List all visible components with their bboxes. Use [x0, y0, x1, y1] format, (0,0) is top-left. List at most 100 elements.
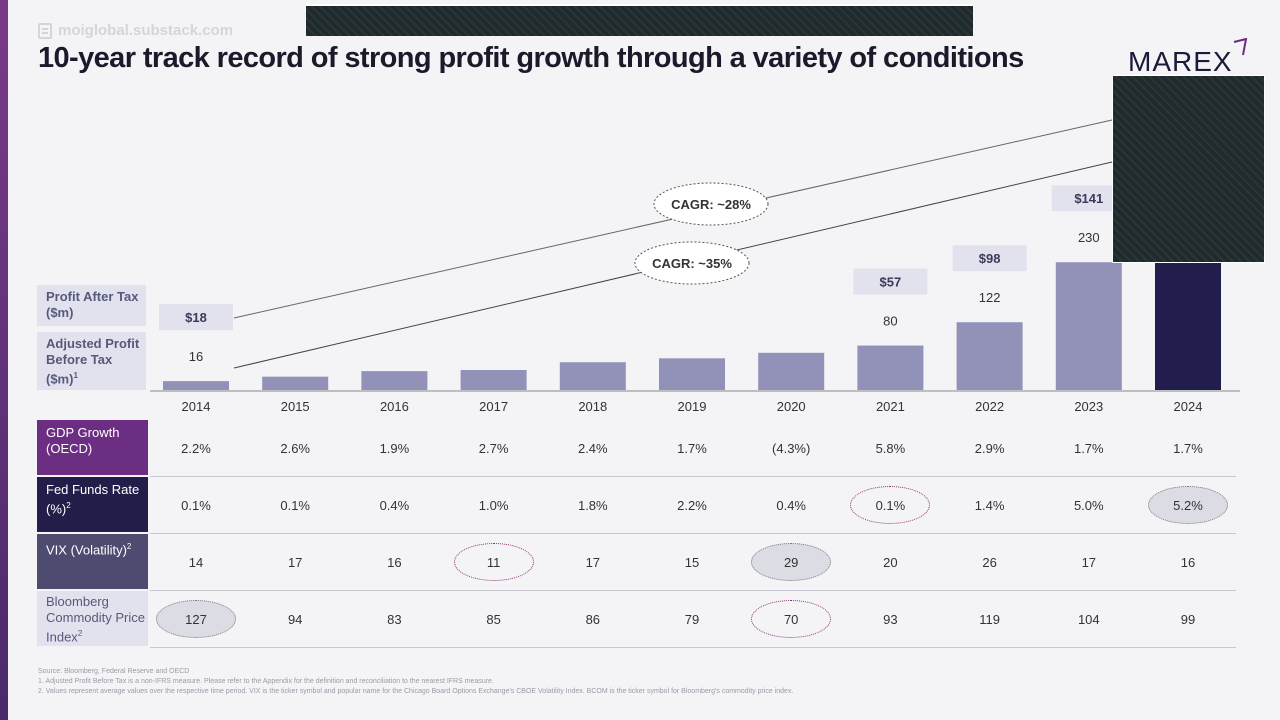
- redaction-right: [1112, 75, 1265, 263]
- pat-box-2022: [952, 245, 1027, 272]
- bar-2017: [460, 370, 527, 390]
- cell-gdp-growth-2017: 2.7%: [478, 441, 509, 456]
- footnote-1: Source: Bloomberg, Federal Reserve and O…: [38, 668, 190, 675]
- substack-icon: [38, 22, 52, 39]
- cagr-text: CAGR: ~35%: [652, 256, 732, 271]
- cell-gdp-growth-2020: (4.3%): [772, 441, 811, 456]
- highlight-ellipse: [751, 543, 832, 581]
- cell-fed-funds-rate-2019: 2.2%: [677, 498, 707, 513]
- cell-bloomberg-commodity-index-2014: 127: [185, 612, 207, 627]
- cell-vix-2024: 16: [1180, 555, 1196, 570]
- row-label-text: GDP Growth (OECD): [46, 425, 120, 456]
- cell-vix-2021: 20: [883, 555, 898, 570]
- cell-gdp-growth-2019: 1.7%: [677, 441, 707, 456]
- x-tick-2023: 2023: [1074, 399, 1103, 414]
- cell-bloomberg-commodity-index-2016: 83: [387, 612, 402, 627]
- apbt-label-2022: 122: [979, 290, 1001, 305]
- row-separator: [150, 647, 1236, 648]
- row-label-gdp-growth: GDP Growth (OECD): [37, 420, 148, 475]
- cell-gdp-growth-2014: 2.2%: [181, 441, 211, 456]
- cell-fed-funds-rate-2024: 5.2%: [1173, 498, 1203, 513]
- x-tick-2017: 2017: [479, 399, 508, 414]
- highlight-ellipse: [453, 543, 534, 581]
- cell-fed-funds-rate-2016: 0.4%: [379, 498, 410, 513]
- cell-fed-funds-rate-2020: 0.4%: [776, 498, 806, 513]
- row-separator: [150, 476, 1236, 477]
- row-label-vix: VIX (Volatility)2: [37, 534, 148, 589]
- cell-vix-2022: 26: [982, 555, 997, 570]
- bar-2019: [659, 358, 725, 390]
- pat-label-2014: $18: [185, 310, 207, 325]
- row-separator: [150, 590, 1236, 591]
- footnote-ref: 2: [77, 629, 83, 638]
- cell-bloomberg-commodity-index-2018: 86: [585, 612, 601, 627]
- cell-gdp-growth-2022: 2.9%: [974, 441, 1005, 456]
- cell-bloomberg-commodity-index-2015: 94: [287, 612, 303, 627]
- pat-label-2021: $57: [880, 275, 902, 290]
- bar-2014: [163, 381, 229, 390]
- cell-bloomberg-commodity-index-2023: 104: [1077, 612, 1100, 627]
- row-label-text: Bloomberg Commodity Price Index: [46, 594, 145, 645]
- marex-logo: MAREX: [1128, 46, 1233, 77]
- x-tick-2021: 2021: [876, 399, 905, 414]
- bar-2015: [262, 376, 329, 390]
- cell-gdp-growth-2024: 1.7%: [1173, 441, 1203, 456]
- cell-bloomberg-commodity-index-2017: 85: [486, 612, 501, 627]
- x-tick-2024: 2024: [1174, 399, 1203, 414]
- footnote-ref: 2: [126, 542, 132, 551]
- cagr-text: CAGR: ~28%: [671, 197, 751, 212]
- bar-2023: [1055, 262, 1122, 390]
- legend-profit-after-tax: Profit After Tax ($m): [37, 285, 146, 326]
- bar-2021: [857, 345, 924, 390]
- row-label-fed-funds-rate: Fed Funds Rate (%)2: [37, 477, 148, 532]
- cell-bloomberg-commodity-index-2019: 79: [684, 612, 700, 627]
- cagr-ellipse: [634, 241, 750, 285]
- x-tick-2016: 2016: [380, 399, 409, 414]
- cell-fed-funds-rate-2015: 0.1%: [280, 498, 310, 513]
- pat-box-2014: [159, 304, 233, 331]
- pat-label-2022: $98: [979, 251, 1001, 266]
- cell-vix-2016: 16: [387, 555, 402, 570]
- row-label-bloomberg-commodity-index: Bloomberg Commodity Price Index2: [37, 591, 148, 646]
- cagr-ellipse: [653, 182, 769, 226]
- left-accent-stripe: [0, 0, 8, 720]
- cell-fed-funds-rate-2023: 5.0%: [1073, 498, 1104, 513]
- pat-label-2023: $141: [1074, 191, 1103, 206]
- bar-2016: [361, 371, 428, 390]
- cell-vix-2020: 29: [783, 555, 799, 570]
- cell-gdp-growth-2016: 1.9%: [379, 441, 410, 456]
- bar-2024: [1155, 263, 1221, 390]
- cell-gdp-growth-2021: 5.8%: [875, 441, 906, 456]
- watermark: moiglobal.substack.com: [38, 22, 233, 39]
- footnote-ref: 2: [66, 501, 71, 510]
- cell-vix-2014: 14: [188, 555, 204, 570]
- apbt-label-2021: 80: [883, 314, 897, 329]
- highlight-ellipse: [1148, 486, 1228, 524]
- legend-adjusted-profit-before-tax: Adjusted Profit Before Tax ($m)1: [37, 332, 146, 390]
- apbt-label-2014: 16: [189, 349, 203, 364]
- cell-fed-funds-rate-2022: 1.4%: [974, 498, 1005, 513]
- apbt-label-2023: 230: [1078, 230, 1100, 245]
- cell-vix-2019: 15: [684, 555, 700, 570]
- x-tick-2020: 2020: [777, 399, 806, 414]
- watermark-text: moiglobal.substack.com: [58, 22, 234, 39]
- cell-bloomberg-commodity-index-2024: 99: [1180, 612, 1196, 627]
- row-label-text: VIX (Volatility): [46, 542, 127, 558]
- bar-2022: [956, 322, 1023, 390]
- bar-2020: [758, 352, 825, 390]
- highlight-ellipse: [850, 486, 931, 524]
- row-label-text: Fed Funds Rate (%): [46, 482, 140, 517]
- x-tick-2015: 2015: [281, 399, 310, 414]
- x-tick-2018: 2018: [578, 399, 607, 414]
- cell-vix-2015: 17: [287, 555, 303, 570]
- cell-fed-funds-rate-2017: 1.0%: [478, 498, 509, 513]
- cell-vix-2018: 17: [585, 555, 601, 570]
- cell-fed-funds-rate-2021: 0.1%: [875, 498, 906, 513]
- footnote-3: 2. Values represent average values over …: [38, 688, 794, 695]
- cell-bloomberg-commodity-index-2022: 119: [979, 612, 1000, 627]
- highlight-ellipse: [751, 600, 832, 638]
- cell-vix-2023: 17: [1081, 555, 1097, 570]
- cell-vix-2017: 11: [486, 555, 501, 570]
- cell-fed-funds-rate-2014: 0.1%: [181, 498, 211, 513]
